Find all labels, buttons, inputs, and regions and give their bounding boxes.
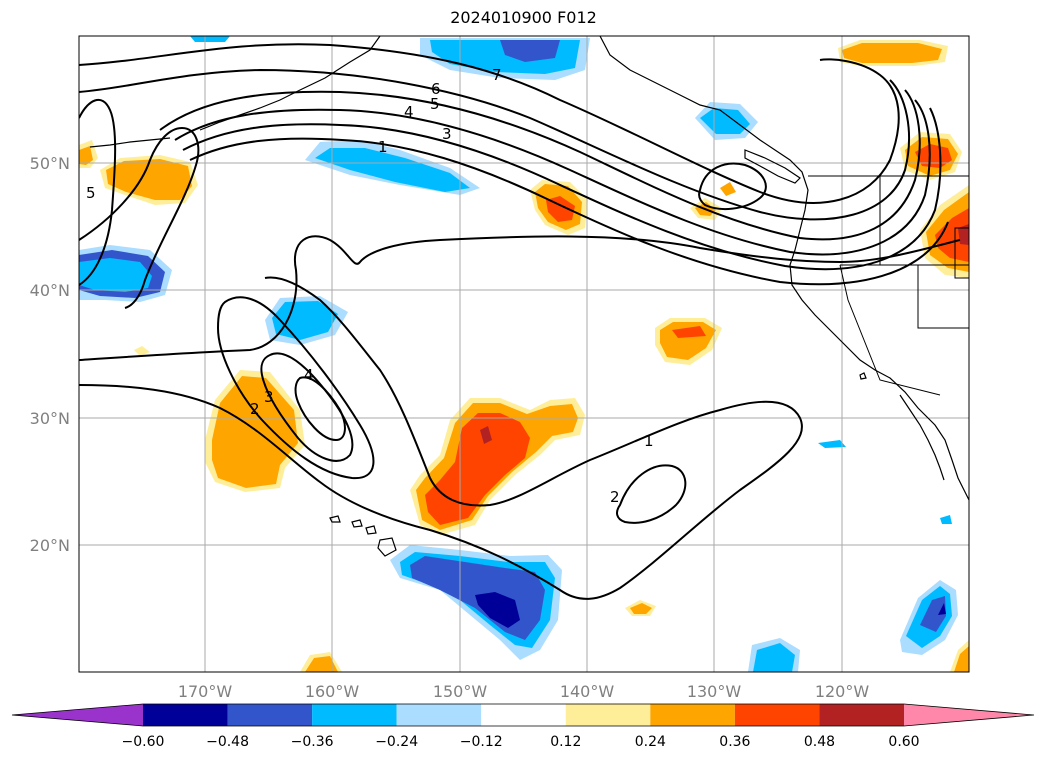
colorbar-tick-label: 0.60	[888, 734, 919, 750]
lon-label: 140°W	[560, 682, 615, 701]
map-frame	[78, 35, 970, 673]
contour-label: 3	[442, 125, 452, 143]
latitude-labels: 50°N 40°N 30°N 20°N	[30, 154, 70, 555]
colorbar-outline	[11, 703, 1035, 727]
colorbar: −0.60 −0.48 −0.36 −0.24 −0.12 0.12 0.24 0.36 0.4…	[11, 703, 1035, 750]
colorbar-tick-label: 0.12	[550, 734, 581, 750]
lat-label: 50°N	[30, 154, 70, 173]
colorbar-extend-high	[904, 704, 1034, 726]
contour-label: 5	[430, 95, 440, 113]
colorbar-bin	[650, 704, 735, 726]
colorbar-extend-low	[12, 704, 143, 726]
map-title: 2024010900 F012	[450, 8, 597, 27]
contour-label: 2	[610, 488, 620, 506]
colorbar-bin	[565, 704, 651, 726]
contour-label: 1	[644, 432, 654, 450]
lat-label: 40°N	[30, 281, 70, 300]
contour-label: 2	[250, 400, 260, 418]
lat-label: 20°N	[30, 536, 70, 555]
contour-labels: 1 3 4 5 6 7 5 4 3 2 2 1	[86, 66, 654, 506]
height-contours	[79, 43, 961, 600]
map-area: 1 3 4 5 6 7 5 4 3 2 2 1	[79, 36, 969, 672]
positive-anomaly-shading	[79, 40, 969, 672]
contour-label: 4	[404, 103, 414, 121]
lon-label: 160°W	[305, 682, 360, 701]
contour-label: 5	[86, 184, 96, 202]
colorbar-bin	[143, 704, 228, 726]
colorbar-bin	[227, 704, 313, 726]
colorbar-bin	[312, 704, 397, 726]
colorbar-tick-label: 0.36	[719, 734, 750, 750]
contour-label: 4	[304, 366, 314, 384]
coastlines	[89, 36, 969, 557]
colorbar-bin	[396, 704, 482, 726]
colorbar-tick-label: 0.48	[804, 734, 835, 750]
contour-label: 1	[378, 138, 388, 156]
lon-label: 170°W	[178, 682, 233, 701]
contour-label: 7	[492, 66, 502, 84]
lon-label: 130°W	[687, 682, 742, 701]
colorbar-bin	[819, 704, 904, 726]
colorbar-tick-label: −0.48	[206, 734, 249, 750]
graticule	[79, 36, 969, 672]
contour-label: 3	[264, 388, 274, 406]
lon-label: 150°W	[433, 682, 488, 701]
colorbar-bin	[734, 704, 820, 726]
colorbar-tick-label: −0.12	[460, 734, 503, 750]
contour-label: 6	[431, 80, 441, 98]
colorbar-tick-label: −0.36	[291, 734, 334, 750]
colorbar-tick-label: 0.24	[635, 734, 666, 750]
colorbar-bin	[481, 704, 566, 726]
longitude-labels: 170°W 160°W 150°W 140°W 130°W 120°W	[178, 682, 870, 701]
lat-label: 30°N	[30, 409, 70, 428]
colorbar-tick-label: −0.60	[122, 734, 165, 750]
colorbar-tick-label: −0.24	[375, 734, 418, 750]
lon-label: 120°W	[815, 682, 870, 701]
